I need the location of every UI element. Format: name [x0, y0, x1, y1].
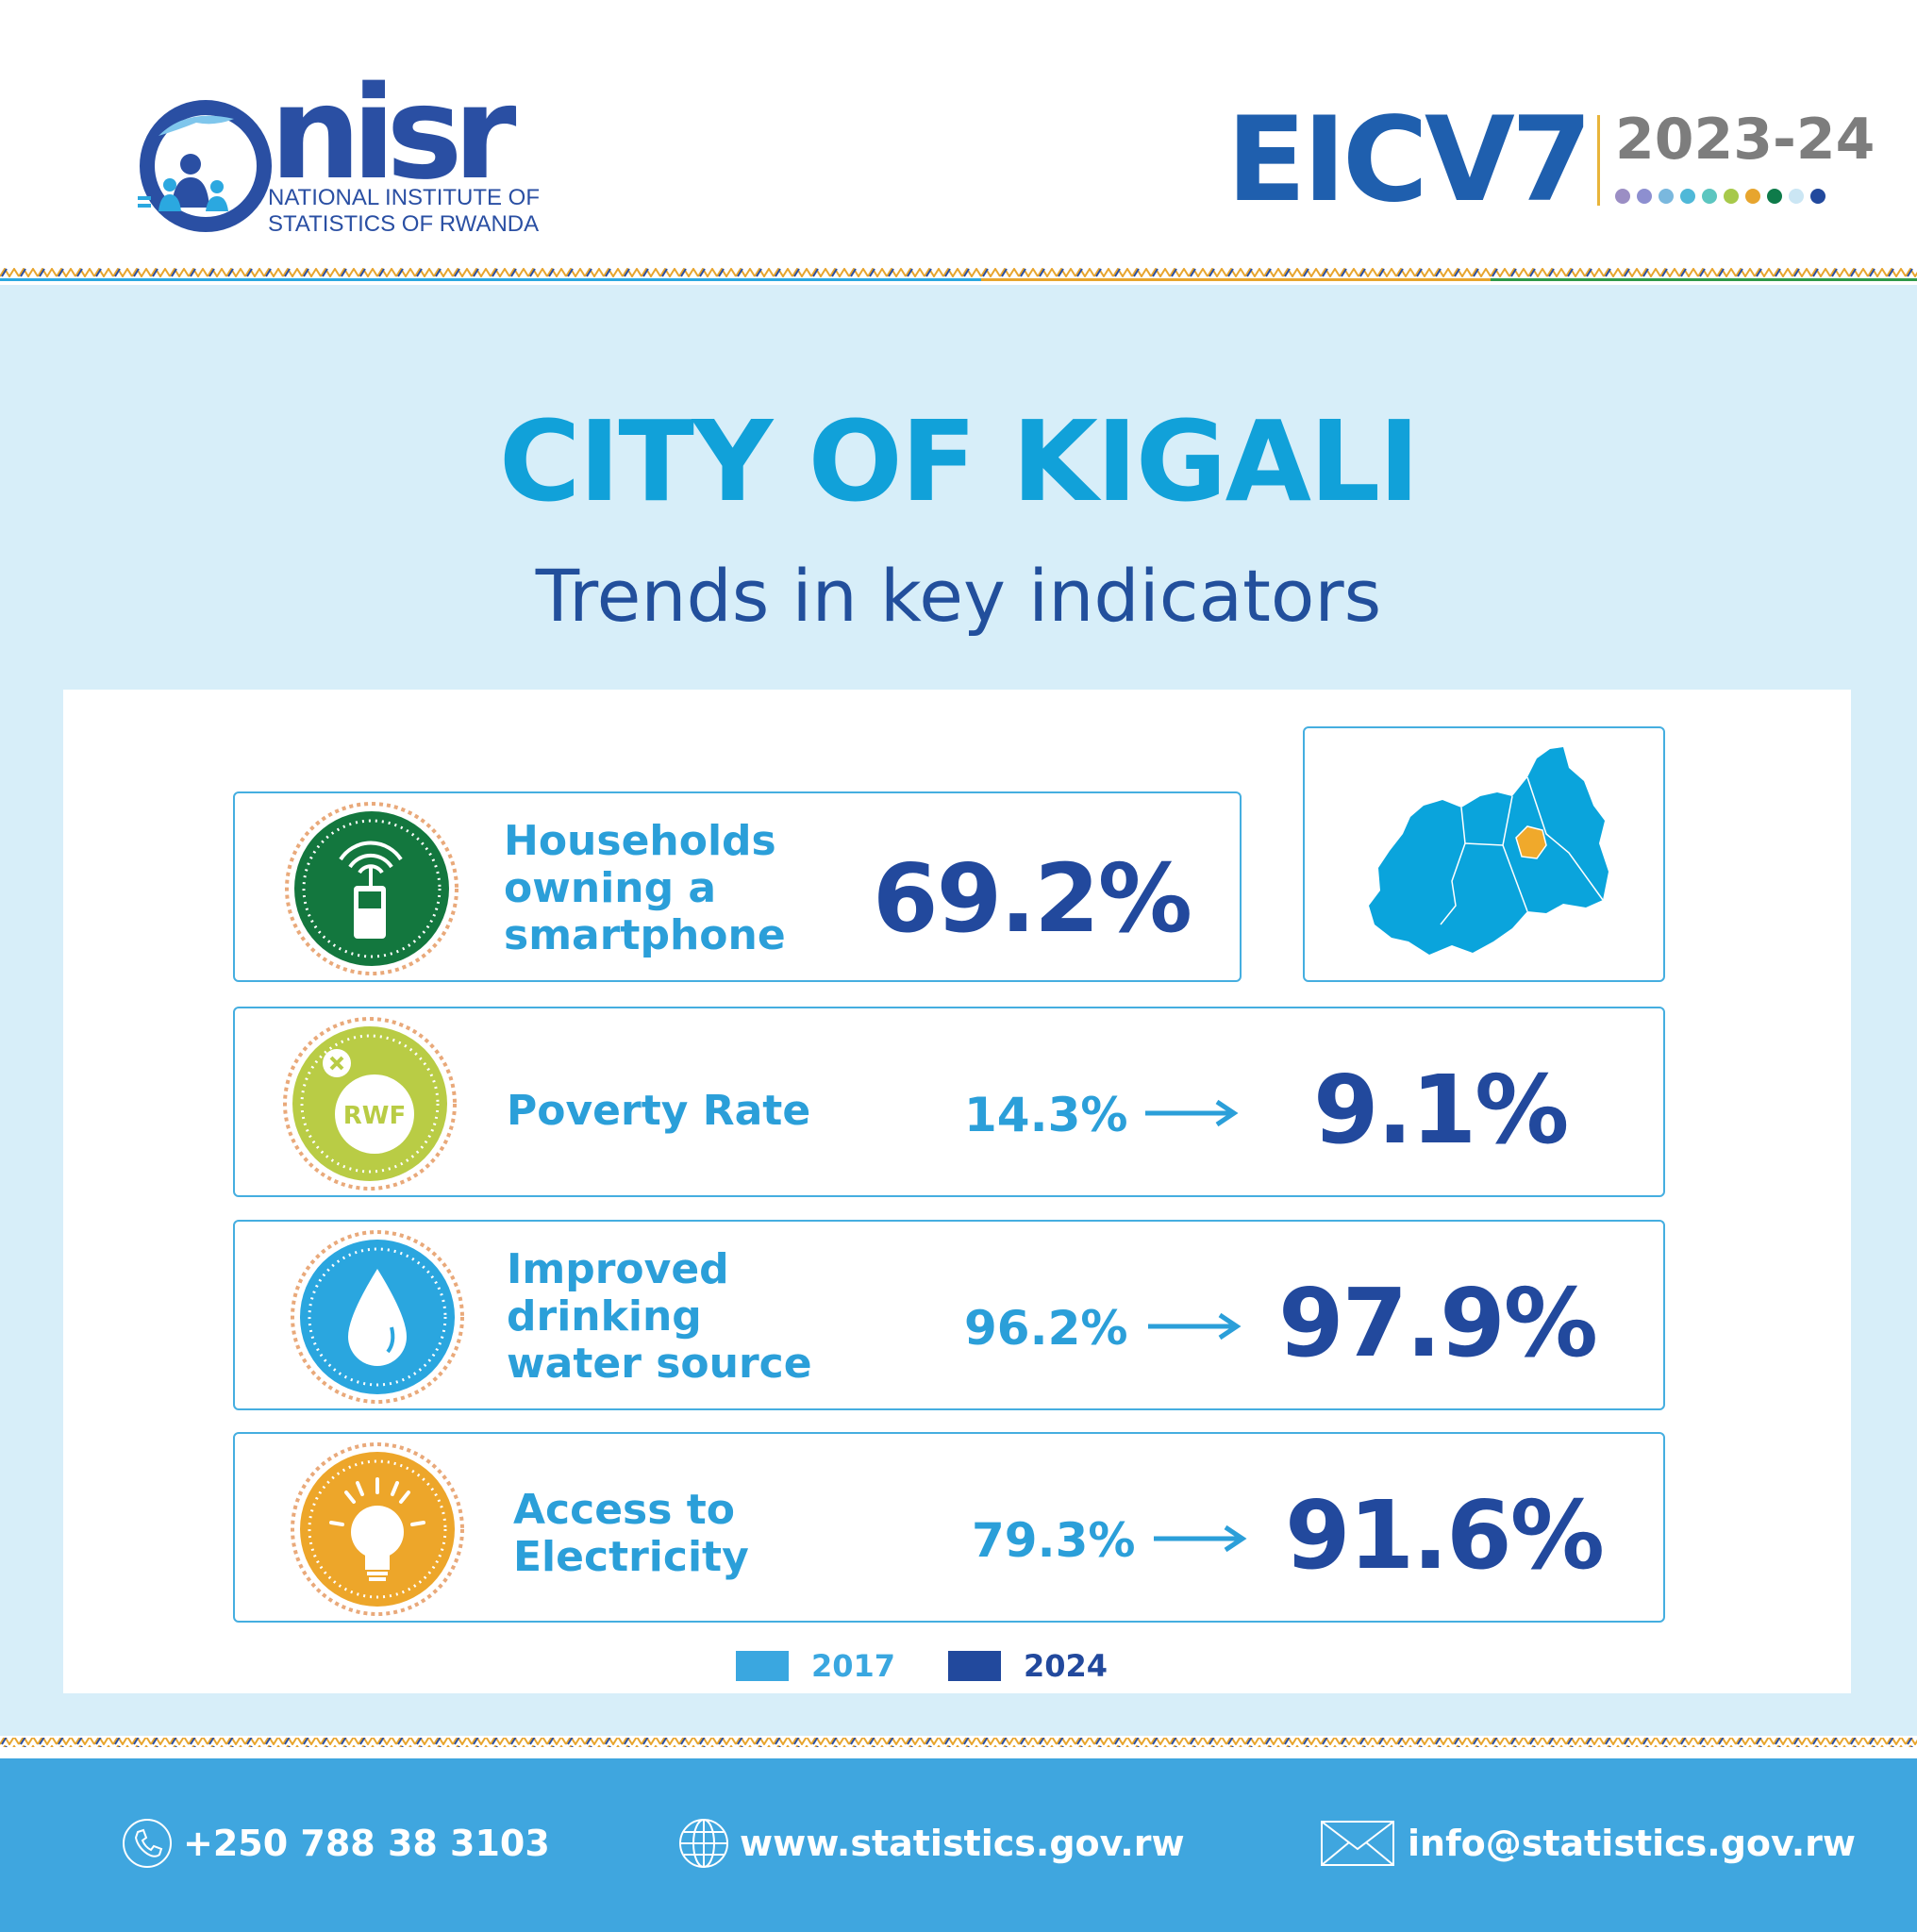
email-address: info@statistics.gov.rw [1408, 1823, 1856, 1864]
arrow-right-icon [1154, 1524, 1247, 1553]
color-dot [1810, 189, 1825, 204]
value-2017: 79.3% [972, 1513, 1136, 1568]
color-dot [1680, 189, 1695, 204]
legend-label-2024: 2024 [1024, 1648, 1109, 1684]
color-dot [1767, 189, 1782, 204]
contact-website[interactable]: www.statistics.gov.rw [677, 1817, 1185, 1870]
decorative-border-bottom [0, 1736, 1917, 1749]
smartphone-icon [285, 802, 458, 975]
color-dot [1659, 189, 1674, 204]
logo-wordmark: nisr [270, 59, 516, 208]
envelope-icon [1321, 1821, 1394, 1866]
survey-divider [1597, 115, 1600, 206]
color-dot [1745, 189, 1760, 204]
value-2017: 96.2% [964, 1301, 1128, 1356]
indicator-label: Improved drinking water source [507, 1245, 812, 1388]
light-bulb-icon [291, 1442, 464, 1616]
value-2017: 14.3% [964, 1088, 1128, 1142]
indicator-label: Access to Electricity [513, 1486, 749, 1581]
indicator-card-water: Improved drinking water source 96.2% 97.… [233, 1220, 1665, 1410]
color-dot [1702, 189, 1717, 204]
svg-text:RWF: RWF [343, 1102, 406, 1130]
phone-number: +250 788 38 3103 [183, 1823, 550, 1864]
legend-swatch-2017 [736, 1651, 789, 1681]
phone-icon [123, 1819, 172, 1868]
decorative-border-top [0, 268, 1917, 281]
website-url: www.statistics.gov.rw [740, 1823, 1185, 1864]
indicator-card-poverty: RWF Poverty Rate 14.3% 9.1% [233, 1007, 1665, 1197]
color-dot [1724, 189, 1739, 204]
arrow-right-icon [1148, 1312, 1242, 1341]
value-2024: 69.2% [873, 843, 1192, 954]
value-2024: 9.1% [1313, 1055, 1569, 1165]
value-2024: 91.6% [1285, 1480, 1605, 1591]
contact-phone[interactable]: +250 788 38 3103 [121, 1817, 550, 1870]
indicator-card-electricity: Access to Electricity 79.3% 91.6% [233, 1432, 1665, 1623]
page-subtitle: Trends in key indicators [535, 554, 1382, 638]
color-dot [1615, 189, 1630, 204]
legend-swatch-2024 [948, 1651, 1001, 1681]
rwanda-map-icon [1369, 747, 1609, 955]
rwf-coin-icon: RWF [283, 1017, 457, 1191]
footer [0, 1758, 1917, 1932]
indicator-label: Poverty Rate [507, 1087, 811, 1135]
page-title: CITY OF KIGALI [498, 396, 1420, 526]
nisr-logo-icon [138, 100, 272, 232]
globe-icon [679, 1819, 728, 1868]
indicator-label: Households owning a smartphone [504, 817, 786, 959]
color-dot [1637, 189, 1652, 204]
logo-subtitle-line1: NATIONAL INSTITUTE OF [268, 185, 541, 210]
map-card [1303, 726, 1665, 982]
legend-label-2017: 2017 [811, 1648, 896, 1684]
color-dots [1615, 189, 1825, 204]
logo-subtitle-line2: STATISTICS OF RWANDA [268, 211, 540, 237]
arrow-right-icon [1145, 1099, 1239, 1127]
value-2024: 97.9% [1278, 1268, 1598, 1378]
contact-email[interactable]: info@statistics.gov.rw [1319, 1817, 1856, 1870]
survey-years: 2023-24 [1615, 107, 1875, 173]
water-drop-icon [291, 1230, 464, 1404]
survey-name: EICV7 [1226, 92, 1592, 228]
indicator-card-smartphone: Households owning a smartphone 69.2% [233, 791, 1242, 982]
color-dot [1789, 189, 1804, 204]
